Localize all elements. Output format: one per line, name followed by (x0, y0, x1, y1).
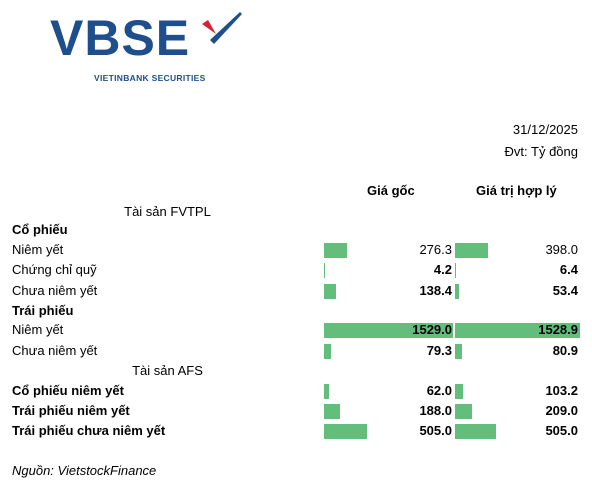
row: Chứng chỉ quỹ 4.2 6.4 (0, 261, 592, 279)
data-bar (324, 384, 330, 399)
unit: Đvt: Tỷ đồng (504, 144, 578, 159)
section-label: Tài sản FVTPL (124, 204, 211, 219)
value: 53.4 (552, 283, 578, 298)
data-bar (455, 323, 580, 338)
data-bar (324, 284, 336, 299)
column-header: Giá trị hợp lý (476, 183, 557, 198)
row-label: Chứng chỉ quỹ (12, 262, 97, 277)
data-bar (324, 263, 325, 278)
data-bar (455, 243, 488, 258)
row: Chưa niêm yết 138.4 53.4 (0, 282, 592, 300)
row: Trái phiếu chưa niêm yết 505.0 505.0 (0, 422, 592, 440)
row: Tài sản AFS (0, 362, 592, 380)
row: Cổ phiếu (0, 221, 592, 239)
row-label: Cổ phiếu niêm yết (12, 383, 124, 398)
value: 79.3 (426, 343, 452, 358)
value: 138.4 (419, 283, 452, 298)
row: Niêm yết 276.3 398.0 (0, 241, 592, 259)
value: 6.4 (559, 262, 578, 277)
row-label: Niêm yết (12, 322, 64, 337)
value: 188.0 (419, 403, 452, 418)
value: 398.0 (545, 242, 578, 257)
row-label: Trái phiếu chưa niêm yết (12, 423, 166, 438)
value: 505.0 (545, 423, 578, 438)
data-bar (324, 323, 453, 338)
row-label: Trái phiếu niêm yết (12, 403, 130, 418)
column-header: Giá gốc (367, 183, 415, 198)
data-bar (324, 344, 331, 359)
group-label: Cổ phiếu (12, 222, 68, 237)
data-bar (455, 344, 462, 359)
row: Chưa niêm yết 79.3 80.9 (0, 342, 592, 360)
value: 505.0 (419, 423, 452, 438)
data-bar (324, 424, 367, 439)
group-label: Trái phiếu (12, 303, 74, 318)
date: 31/12/2025 (512, 122, 578, 137)
row: Tài sản FVTPL (0, 203, 592, 221)
row: Trái phiếu (0, 302, 592, 320)
data-bar (455, 404, 473, 419)
row-label: Chưa niêm yết (12, 343, 98, 358)
section-label: Tài sản AFS (132, 363, 203, 378)
data-bar (455, 384, 464, 399)
value: 209.0 (545, 403, 578, 418)
data-bar (324, 243, 348, 258)
data-bar (455, 424, 497, 439)
value: 1529.0 (412, 322, 452, 337)
row: Cổ phiếu niêm yết 62.0 103.2 (0, 382, 592, 400)
value: 1528.9 (538, 322, 578, 337)
row: Trái phiếu niêm yết 188.0 209.0 (0, 402, 592, 420)
row: Niêm yết 1529.0 1528.9 (0, 321, 592, 339)
logo-tagline: VIETINBANK SECURITIES (94, 73, 206, 83)
logo-text: VBSE (50, 10, 191, 66)
value: 276.3 (419, 242, 452, 257)
row-label: Niêm yết (12, 242, 64, 257)
row-label: Chưa niêm yết (12, 283, 98, 298)
value: 62.0 (426, 383, 452, 398)
data-bar (324, 404, 340, 419)
logo-check (202, 12, 242, 44)
value: 4.2 (433, 262, 452, 277)
data-bar (455, 263, 456, 278)
data-bar (455, 284, 460, 299)
value: 80.9 (552, 343, 578, 358)
value: 103.2 (545, 383, 578, 398)
source: Nguồn: VietstockFinance (12, 463, 157, 478)
